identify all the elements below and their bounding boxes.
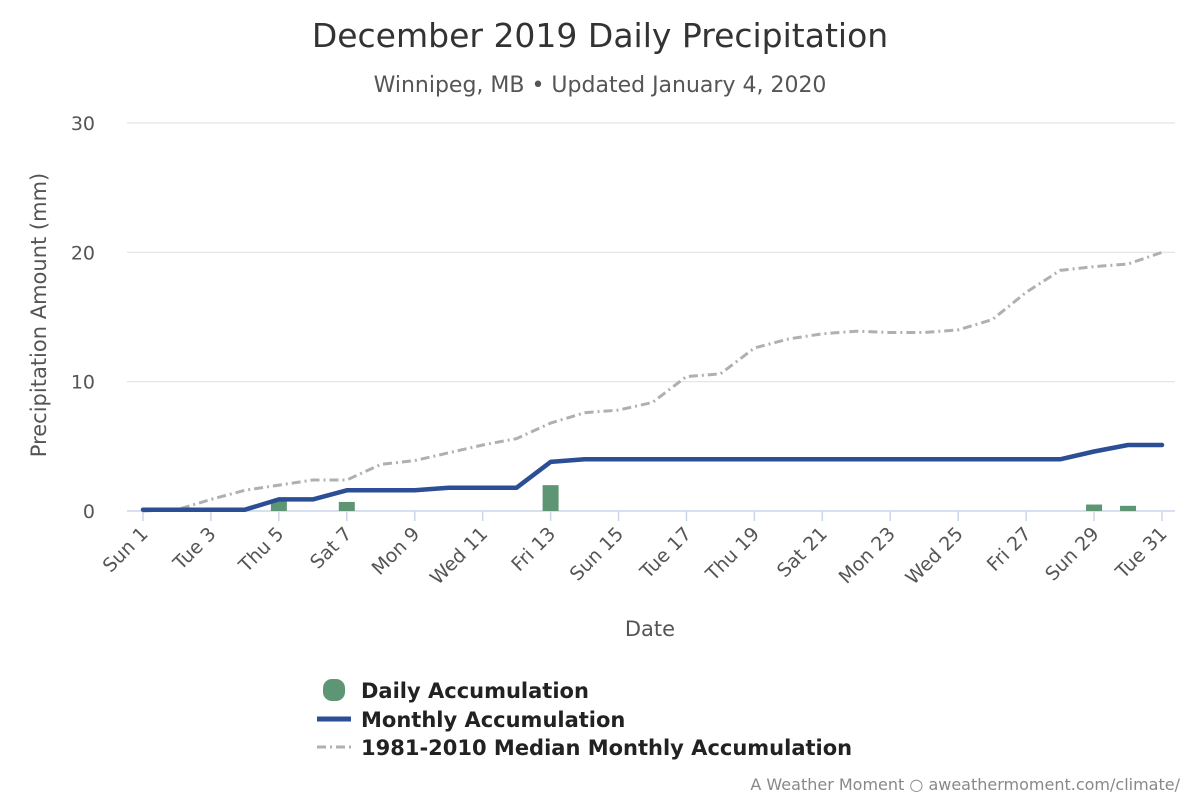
y-tick-label: 20 — [71, 242, 95, 264]
x-tick-label: Mon 23 — [835, 523, 900, 588]
x-tick-label: Sat 7 — [306, 523, 356, 573]
median-accumulation-line[interactable] — [142, 250, 1163, 513]
x-axis: Sun 1 Tue 3 Thu 5 Sat 7 Mon 9 Wed 11 Fri 13 Sun… — [99, 510, 1175, 589]
legend-item-median[interactable]: 1981-2010 Median Monthly Accumulation — [317, 736, 852, 760]
x-tick-label: Tue 31 — [1111, 523, 1172, 584]
daily-bar[interactable] — [270, 500, 287, 511]
x-tick-label: Thu 5 — [234, 523, 288, 577]
y-axis-title: Precipitation Amount (mm) — [27, 173, 51, 457]
y-tick-label: 10 — [71, 372, 95, 394]
legend: Daily Accumulation Monthly Accumulation … — [317, 679, 852, 760]
y-tick-label: 30 — [71, 113, 95, 135]
x-axis-title: Date — [625, 617, 675, 641]
y-tick-label: 0 — [83, 501, 95, 523]
daily-bar[interactable] — [542, 485, 559, 511]
daily-bars — [270, 485, 1137, 511]
x-tick-label: Sat 21 — [773, 523, 832, 582]
x-tick-label: Sun 15 — [566, 523, 628, 585]
x-tick-label: Sun 1 — [99, 523, 153, 577]
grid-lines — [127, 122, 1175, 383]
monthly-accumulation-line[interactable] — [140, 442, 1165, 512]
x-tick-label: Tue 17 — [635, 523, 696, 584]
x-tick-label: Mon 9 — [368, 523, 425, 580]
legend-item-daily[interactable]: Daily Accumulation — [323, 679, 589, 703]
y-axis-ticks: 0 10 20 30 — [71, 113, 95, 523]
credits-text[interactable]: A Weather Moment ○ aweathermoment.com/cl… — [750, 775, 1180, 794]
daily-bar[interactable] — [338, 501, 355, 511]
legend-daily-label: Daily Accumulation — [361, 679, 589, 703]
daily-bar[interactable] — [1120, 505, 1137, 511]
x-tick-label: Fri 13 — [507, 523, 560, 576]
x-tick-label: Wed 25 — [902, 523, 968, 589]
x-tick-label: Tue 3 — [168, 523, 220, 575]
chart-subtitle: Winnipeg, MB • Updated January 4, 2020 — [374, 73, 827, 98]
legend-median-label: 1981-2010 Median Monthly Accumulation — [361, 736, 852, 760]
x-tick-label: Wed 11 — [426, 523, 492, 589]
legend-monthly-label: Monthly Accumulation — [361, 708, 625, 732]
chart-title: December 2019 Daily Precipitation — [312, 16, 888, 55]
x-tick-label: Thu 19 — [701, 523, 764, 586]
series-lines — [140, 250, 1165, 513]
legend-daily-swatch — [323, 679, 345, 701]
daily-bar[interactable] — [1086, 504, 1103, 511]
x-tick-label: Sun 29 — [1041, 523, 1103, 585]
x-tick-label: Fri 27 — [983, 523, 1036, 576]
legend-item-monthly[interactable]: Monthly Accumulation — [317, 708, 625, 732]
